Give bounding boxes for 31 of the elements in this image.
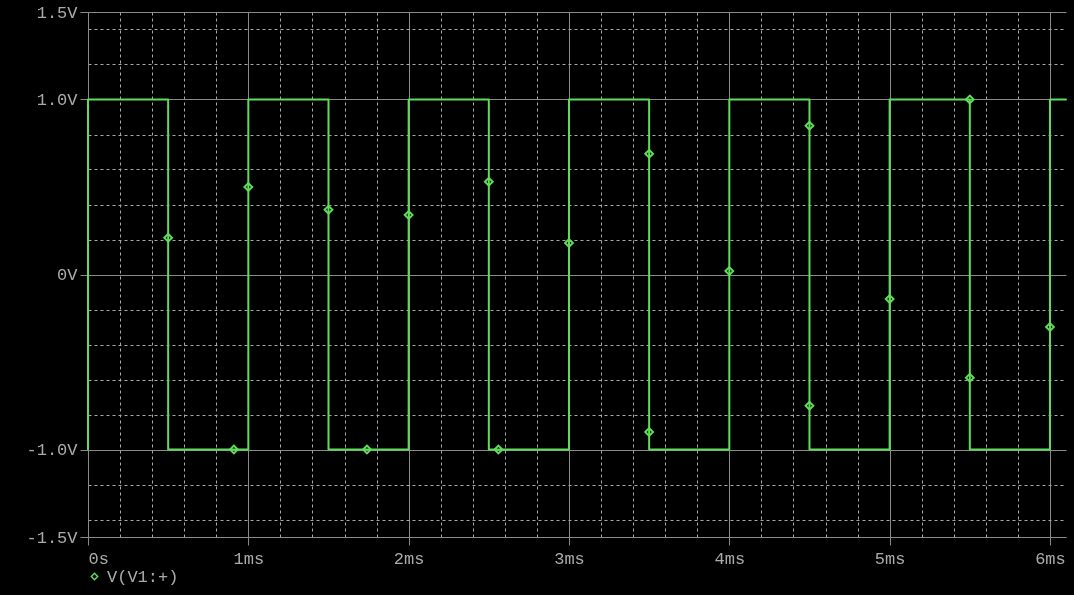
x-tick-label: 4ms	[714, 549, 746, 569]
point	[229, 444, 239, 455]
point	[493, 444, 504, 455]
point	[323, 204, 334, 215]
point	[644, 148, 655, 159]
x-tick-label: 0s	[88, 549, 109, 569]
point	[644, 427, 655, 437]
legend-label: V(V1:+)	[107, 567, 179, 587]
x-tick-label: 5ms	[874, 549, 906, 569]
y-tick-label: -1.0V	[26, 441, 79, 460]
point	[1045, 322, 1055, 332]
point	[163, 232, 174, 243]
point	[884, 294, 895, 304]
point	[483, 176, 494, 187]
y-tick-label: -1.5V	[26, 528, 79, 548]
y-tick-label: 1.0V	[36, 91, 79, 110]
point	[804, 400, 815, 411]
y-tick-label: 1.5V	[36, 3, 79, 23]
point	[724, 266, 735, 276]
x-tick-label: 3ms	[554, 549, 585, 569]
point	[804, 120, 815, 131]
x-tick-label: 1ms	[233, 549, 265, 569]
point	[964, 372, 975, 383]
point	[964, 94, 975, 105]
x-tick-label: 6ms	[1035, 549, 1066, 569]
y-tick-label: 0V	[57, 266, 79, 285]
point	[362, 444, 372, 455]
point	[403, 210, 414, 220]
point	[564, 238, 574, 248]
point	[243, 182, 254, 192]
x-tick-label: 2ms	[393, 549, 425, 569]
